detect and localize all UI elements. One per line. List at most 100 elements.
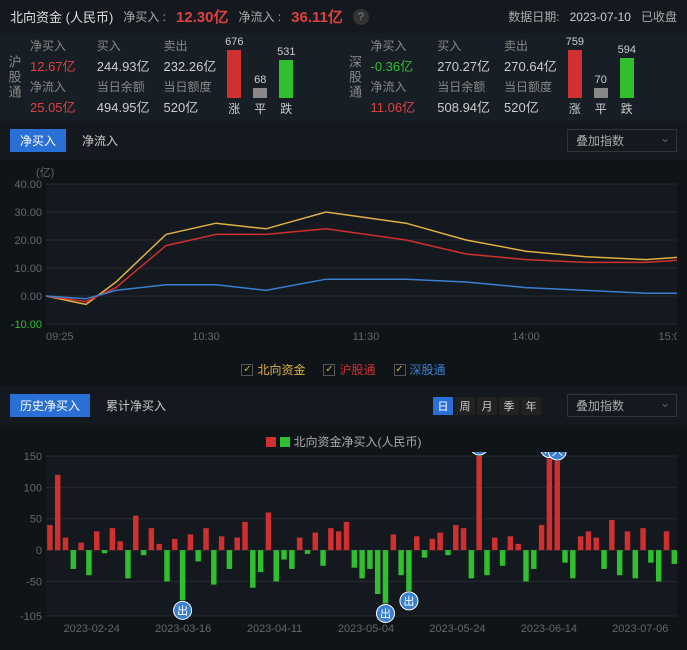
- bar-label: 跌: [280, 100, 292, 117]
- stat-value: 11.06亿: [371, 97, 424, 116]
- stat-key: 当日额度: [504, 78, 557, 95]
- bar-count: 759: [566, 36, 584, 48]
- stat-cell: 当日额度520亿: [504, 78, 557, 117]
- bar-label: 平: [254, 100, 266, 117]
- svg-text:出: 出: [403, 594, 414, 608]
- stats-row: 沪股通净买入12.67亿买入244.93亿卖出232.26亿净流入25.05亿当…: [0, 33, 687, 121]
- stat-key: 当日额度: [164, 78, 217, 95]
- bar-label: 涨: [228, 100, 240, 117]
- tab-0[interactable]: 净买入: [10, 129, 66, 152]
- svg-text:入: 入: [474, 452, 485, 453]
- svg-text:2023-05-04: 2023-05-04: [338, 623, 394, 635]
- time-btn-周[interactable]: 周: [455, 397, 475, 415]
- legend-item[interactable]: 深股通: [394, 361, 446, 378]
- stat-key: 当日余额: [437, 78, 490, 95]
- svg-text:2023-02-24: 2023-02-24: [64, 623, 120, 635]
- netflow-label: 净流入 :: [239, 8, 282, 25]
- chart2-legend-label: 北向资金净买入(人民币): [294, 433, 422, 450]
- legend-item[interactable]: 沪股通: [323, 361, 375, 378]
- svg-text:2023-04-11: 2023-04-11: [247, 623, 302, 635]
- tab-0[interactable]: 历史净买入: [10, 394, 90, 417]
- time-btn-日[interactable]: 日: [433, 397, 453, 415]
- svg-text:0.00: 0.00: [21, 291, 42, 303]
- stat-cell: 净流入 25.05亿: [30, 78, 83, 117]
- time-buttons: 日周月季年: [433, 397, 541, 415]
- checkbox-icon[interactable]: [323, 364, 335, 376]
- stat-key: 当日余额: [97, 78, 150, 95]
- svg-text:40.00: 40.00: [14, 180, 42, 191]
- checkbox-icon[interactable]: [241, 364, 253, 376]
- stat-cell: 当日余额508.94亿: [437, 78, 490, 117]
- intraday-chart: (亿) 40.0030.0020.0010.000.00-10.0009:251…: [0, 160, 687, 353]
- legend-label: 沪股通: [339, 361, 375, 378]
- bar-rect: [594, 88, 608, 98]
- stat-key: 净买入: [30, 37, 83, 54]
- stat-key: 净买入: [371, 37, 424, 54]
- svg-text:10:30: 10:30: [192, 331, 220, 343]
- bar-column: 70平: [591, 74, 611, 117]
- svg-text:14:00: 14:00: [512, 331, 540, 343]
- time-btn-月[interactable]: 月: [477, 397, 497, 415]
- panel-grid: 净买入-0.36亿买入270.27亿卖出270.64亿净流入11.06亿当日余额…: [371, 37, 557, 117]
- chart2-legend: 北向资金净买入(人民币): [10, 429, 677, 452]
- svg-text:20.00: 20.00: [14, 235, 42, 247]
- panel-side-label: 深股通: [347, 37, 363, 117]
- stat-value: 232.26亿: [164, 56, 217, 75]
- bar-column: 676 涨: [224, 36, 244, 117]
- stat-value: 520亿: [164, 97, 217, 116]
- header-bar: 北向资金 (人民币) 净买入 : 12.30亿 净流入 : 36.11亿 ? 数…: [0, 0, 687, 33]
- stat-value: 25.05亿: [30, 97, 83, 116]
- time-btn-季[interactable]: 季: [499, 397, 519, 415]
- svg-text:-105: -105: [20, 611, 42, 623]
- header-title: 北向资金 (人民币): [10, 7, 113, 26]
- bar-count: 594: [618, 44, 636, 56]
- svg-text:150: 150: [24, 452, 42, 463]
- stat-cell: 卖出232.26亿: [164, 37, 217, 76]
- history-chart: 北向资金净买入(人民币) 150100500-50-105出出出入入入2023-…: [0, 425, 687, 650]
- panel-side-label: 沪股通: [6, 37, 22, 117]
- stat-key: 买入: [437, 37, 490, 54]
- stat-cell: 净买入 -0.36亿: [371, 37, 424, 76]
- svg-text:2023-06-14: 2023-06-14: [521, 623, 577, 635]
- netflow-value: 36.11亿: [291, 6, 343, 27]
- help-icon[interactable]: ?: [353, 9, 369, 25]
- svg-text:15:00: 15:00: [658, 331, 677, 343]
- legend-item[interactable]: 北向资金: [241, 361, 305, 378]
- bar-column: 759涨: [565, 36, 585, 117]
- bar-column: 531 跌: [276, 46, 296, 117]
- bar-column: 68平: [250, 74, 270, 117]
- chart1-legend: 北向资金 沪股通 深股通: [0, 353, 687, 386]
- stat-cell: 当日余额494.95亿: [97, 78, 150, 117]
- bar-rect: [568, 50, 582, 98]
- stat-value: 12.67亿: [30, 56, 83, 75]
- tab-1[interactable]: 净流入: [72, 129, 128, 152]
- stats-panel: 深股通净买入-0.36亿买入270.27亿卖出270.64亿净流入11.06亿当…: [347, 37, 682, 117]
- date-value: 2023-07-10: [570, 10, 631, 24]
- tab-1[interactable]: 累计净买入: [96, 394, 176, 417]
- up-flat-down-bars: 759涨 70平 594 跌: [565, 37, 637, 117]
- stat-key: 净流入: [371, 78, 424, 95]
- svg-text:出: 出: [177, 603, 188, 617]
- bar-rect: [227, 50, 241, 98]
- stat-value: -0.36亿: [371, 56, 424, 75]
- bar-count: 676: [225, 36, 243, 48]
- svg-text:-10.00: -10.00: [11, 319, 42, 331]
- overlay-index-dropdown-2[interactable]: 叠加指数: [567, 394, 677, 417]
- bar-count: 531: [277, 46, 295, 58]
- stat-value: 270.64亿: [504, 56, 557, 75]
- close-label: 已收盘: [641, 8, 677, 25]
- stat-cell: 买入270.27亿: [437, 37, 490, 76]
- legend-label: 深股通: [410, 361, 446, 378]
- time-btn-年[interactable]: 年: [521, 397, 541, 415]
- legend-swatch-down: [280, 437, 290, 447]
- stat-key: 净流入: [30, 78, 83, 95]
- bar-column: 594 跌: [617, 44, 637, 117]
- panel-grid: 净买入12.67亿买入244.93亿卖出232.26亿净流入25.05亿当日余额…: [30, 37, 216, 117]
- checkbox-icon[interactable]: [394, 364, 406, 376]
- overlay-index-dropdown-1[interactable]: 叠加指数: [567, 129, 677, 152]
- date-label: 数据日期:: [508, 8, 559, 25]
- svg-text:30.00: 30.00: [14, 207, 42, 219]
- bar-label: 跌: [621, 100, 633, 117]
- svg-text:10.00: 10.00: [14, 263, 42, 275]
- stat-key: 买入: [97, 37, 150, 54]
